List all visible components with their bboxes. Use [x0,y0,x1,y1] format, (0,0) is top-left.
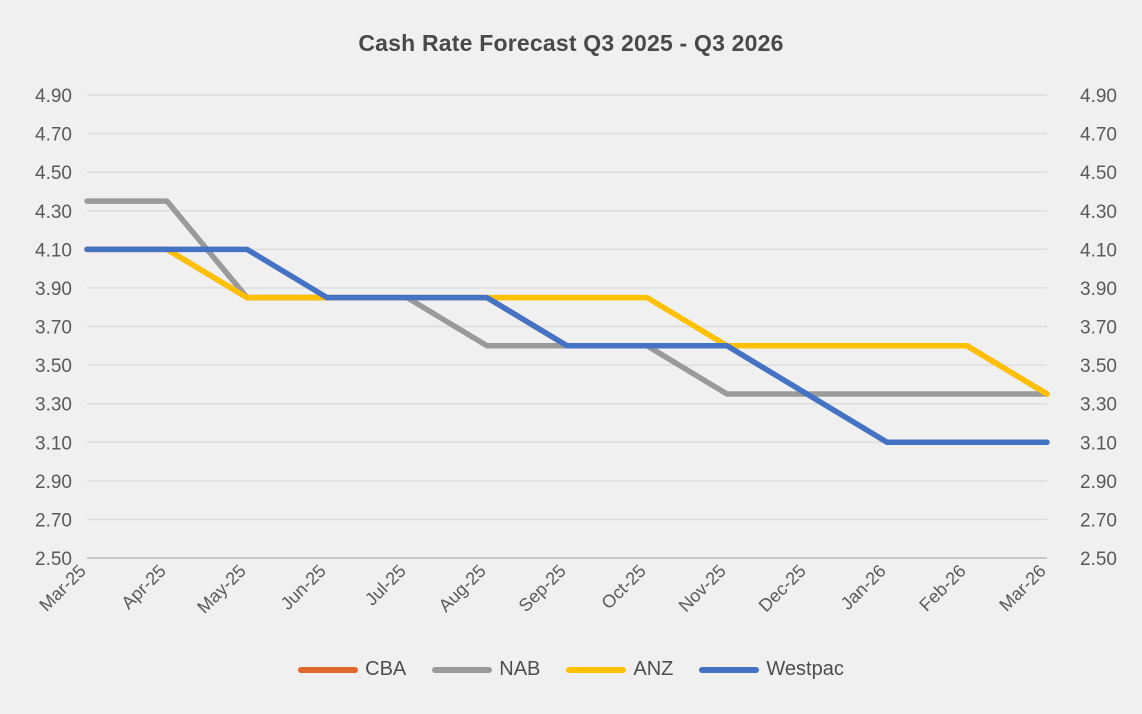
legend-swatch-anz [566,666,627,673]
y-axis-right-labels: 4.90 4.70 4.50 4.30 4.10 3.90 3.70 3.50 3.30 3.10… [1080,86,1117,570]
y-axis-tick-label-right: 2.90 [1080,472,1117,493]
y-axis-tick-label-left: 4.10 [35,240,72,261]
legend-label: CBA [365,658,407,680]
legend-label: Westpac [766,658,844,680]
y-axis-tick-label-left: 2.90 [35,472,72,493]
x-axis-tick-label: Apr-25 [117,561,169,613]
y-axis-tick-label-right: 4.90 [1080,86,1117,107]
y-axis-tick-label-left: 2.50 [35,549,72,570]
y-axis-tick-label-right: 3.70 [1080,318,1117,339]
series-line-anz [164,246,1050,397]
chart-legend: CBA NAB ANZ Westpac [0,658,1142,681]
y-axis-tick-label-left: 3.90 [35,279,72,300]
legend-swatch-cba [298,666,359,673]
x-axis-tick-label: Feb-26 [915,561,969,615]
y-axis-tick-label-left: 4.70 [35,125,72,146]
legend-item-westpac[interactable]: Westpac [699,658,844,681]
y-axis-tick-label-left: 4.90 [35,86,72,107]
x-axis-tick-label: Dec-25 [755,561,810,616]
x-axis-tick-label: Sep-25 [515,561,570,616]
y-axis-tick-label-left: 2.70 [35,510,72,531]
y-axis-left-labels: 4.90 4.70 4.50 4.30 4.10 3.90 3.70 3.50 3.30 3.10… [35,86,72,570]
y-axis-tick-label-left: 3.70 [35,318,72,339]
legend-label: ANZ [633,658,674,680]
x-axis-tick-label: Aug-25 [435,561,490,616]
y-axis-tick-label-right: 2.50 [1080,549,1117,570]
y-axis-tick-label-right: 4.10 [1080,240,1117,261]
x-axis-tick-label: Jan-26 [837,561,890,614]
x-axis-tick-label: Mar-26 [995,561,1049,615]
series-line-westpac [84,246,1050,445]
legend-item-nab[interactable]: NAB [432,658,540,681]
legend-item-cba[interactable]: CBA [298,658,406,681]
legend-item-anz[interactable]: ANZ [566,658,673,681]
series-line-cba [84,246,1050,397]
y-axis-tick-label-left: 3.10 [35,433,72,454]
y-axis-tick-label-right: 3.90 [1080,279,1117,300]
y-axis-tick-label-left: 3.30 [35,395,72,416]
x-axis-tick-label: Oct-25 [597,561,649,613]
chart-title: Cash Rate Forecast Q3 2025 - Q3 2026 [358,30,784,56]
legend-label: NAB [499,658,541,680]
y-axis-tick-label-right: 4.50 [1080,163,1117,184]
y-axis-tick-label-right: 3.30 [1080,395,1117,416]
y-axis-tick-label-right: 4.70 [1080,125,1117,146]
legend-swatch-nab [432,666,493,673]
y-axis-tick-label-left: 3.50 [35,356,72,377]
x-axis-tick-label: Jun-25 [277,561,330,614]
y-axis-tick-label-right: 4.30 [1080,202,1117,223]
gridlines [87,94,1047,559]
data-series-lines [84,198,1050,445]
legend-swatch-westpac [699,666,760,673]
y-axis-tick-label-left: 4.50 [35,163,72,184]
x-axis-tick-label: May-25 [193,561,250,618]
x-axis-tick-label: Nov-25 [675,561,730,616]
y-axis-tick-label-right: 3.50 [1080,356,1117,377]
y-axis-tick-label-left: 4.30 [35,202,72,223]
y-axis-tick-label-right: 3.10 [1080,433,1117,454]
y-axis-tick-label-right: 2.70 [1080,510,1117,531]
x-axis-labels: Mar-25 Apr-25 May-25 Jun-25 Jul-25 Aug-25 Sep-… [35,561,1049,618]
x-axis-tick-label: Jul-25 [361,561,410,610]
